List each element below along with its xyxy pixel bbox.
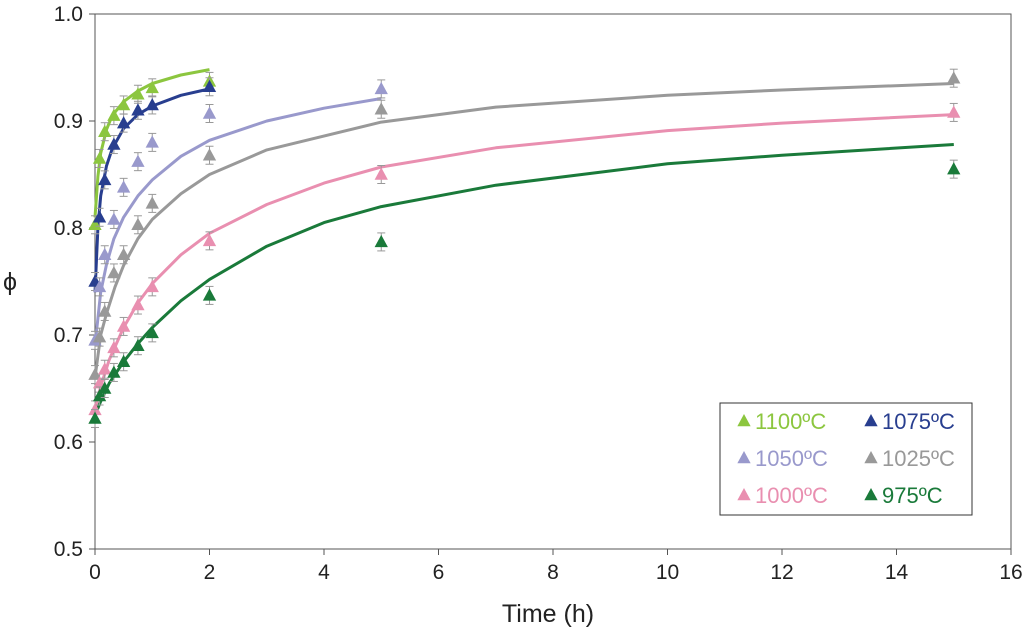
data-point [107,135,121,155]
fit-curve [93,82,954,378]
data-point [145,132,159,152]
x-tick-label: 6 [433,561,445,584]
data-points [88,68,961,428]
legend-marker [737,414,751,427]
data-point [374,165,388,184]
data-point [116,113,131,133]
x-tick-label: 8 [547,561,559,584]
data-point [131,100,145,120]
fit-curve [93,97,382,346]
legend-item: 1050ºC [737,446,828,471]
data-point [131,215,145,235]
data-point [202,231,217,251]
data-point [107,106,121,126]
data-point [374,79,388,99]
data-point [131,152,145,172]
legend-label: 1025ºC [882,446,955,471]
data-point [92,327,107,347]
data-point [145,277,159,297]
data-point [107,338,121,358]
data-point [88,408,102,428]
data-point [98,245,112,265]
data-point [131,336,145,356]
data-point [92,148,107,168]
legend-label: 1075ºC [882,409,955,434]
x-tick-label: 12 [770,561,793,584]
data-point [98,170,112,190]
legend-marker [737,451,751,464]
y-tick-label: 0.6 [54,431,83,454]
data-point [107,263,121,283]
data-point [116,177,131,197]
legend-label: 1050ºC [755,446,828,471]
data-point [202,145,217,165]
legend-marker [864,451,878,464]
y-tick-label: 0.7 [54,324,83,347]
data-point [98,359,112,379]
legend-item: 1100ºC [737,409,826,434]
legend-marker [864,488,878,501]
axis-ticks: 0 2 4 6 8 10 12 14 16 0.5 0.6 0.7 0.8 0.9 1.0 [54,3,1023,584]
data-point [131,295,145,315]
data-point [947,68,961,88]
legend-marker [864,414,878,427]
y-tick-label: 0.8 [54,217,83,240]
data-point [145,95,159,115]
x-tick-label: 2 [204,561,216,584]
y-tick-label: 0.9 [54,110,83,133]
x-tick-label: 14 [885,561,909,584]
data-point [131,84,145,104]
data-point [947,159,961,179]
x-tick-label: 0 [89,561,101,584]
y-axis-title: ϕ [3,268,17,296]
legend: 1100ºC 1075ºC 1050ºC 1025ºC 1000ºC 975ºC [719,402,973,516]
data-point [116,316,131,336]
data-point [92,277,107,297]
data-point [92,207,107,227]
data-point [374,99,388,119]
data-point [116,245,131,265]
x-axis-title: Time (h) [502,600,594,628]
data-point [145,193,159,213]
legend-label: 1100ºC [755,409,826,434]
legend-item: 1025ºC [864,446,955,471]
data-point [98,122,112,142]
legend-item: 975ºC [864,483,943,508]
data-point [947,102,961,122]
data-point [107,209,121,229]
data-point [98,379,112,398]
data-point [202,104,217,124]
y-tick-label: 1.0 [54,3,83,26]
data-point [202,77,217,97]
legend-label: 975ºC [882,483,943,508]
x-tick-label: 10 [656,561,679,584]
legend-box [719,402,973,516]
legend-label: 1000ºC [755,483,828,508]
data-point [145,323,159,343]
data-point [92,386,107,406]
legend-item: 1000ºC [737,483,828,508]
data-point [98,301,112,321]
data-point [116,352,131,372]
data-point [107,362,121,382]
x-tick-label: 16 [999,561,1022,584]
data-point [374,232,388,252]
x-tick-label: 4 [318,561,330,584]
y-tick-label: 0.5 [54,538,83,561]
data-point [202,285,217,305]
legend-item: 1075ºC [864,409,955,434]
legend-marker [737,488,751,501]
